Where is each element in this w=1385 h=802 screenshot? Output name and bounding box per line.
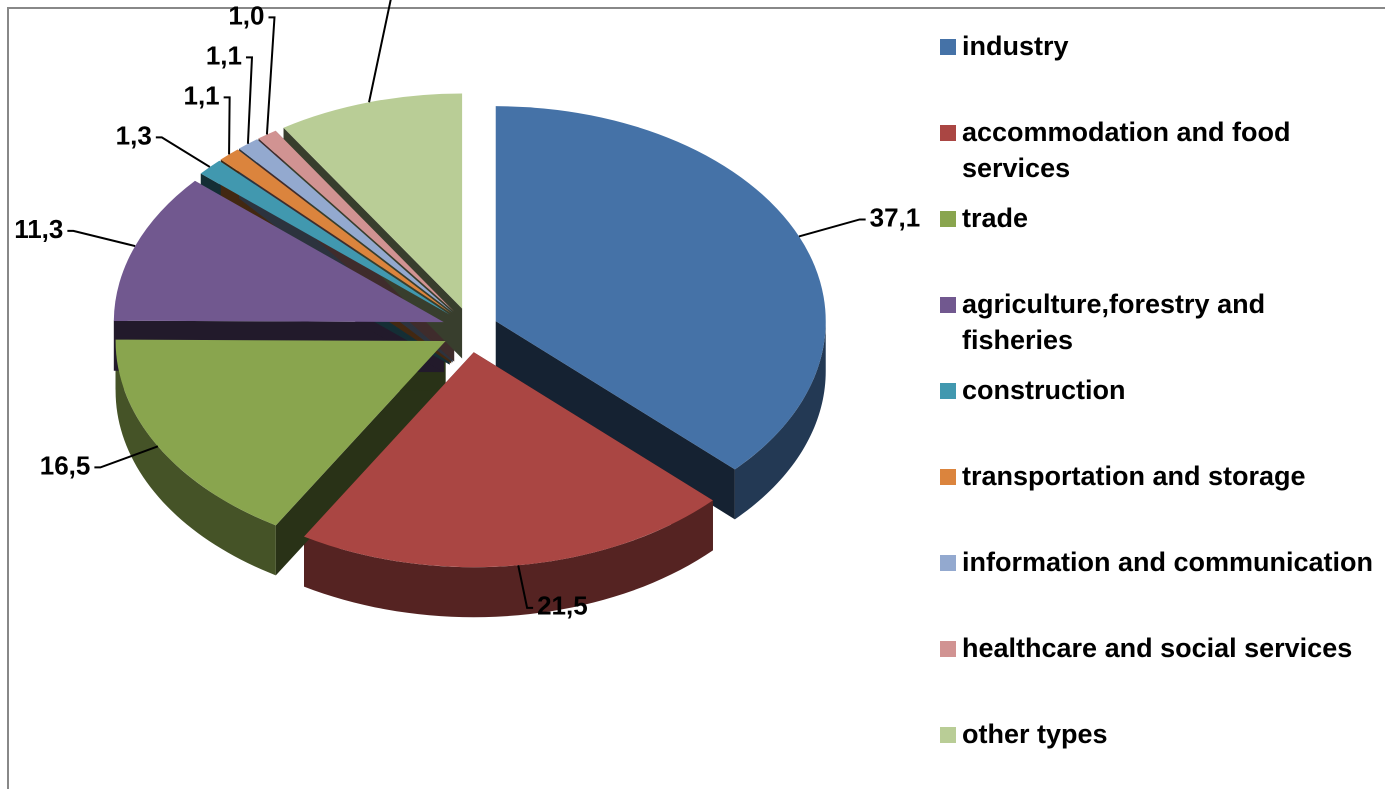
legend-label: agriculture,forestry and fisheries (962, 289, 1266, 355)
legend-item: industry (940, 28, 1380, 114)
legend-swatch (940, 39, 956, 55)
slice (283, 93, 463, 309)
legend-label: other types (962, 719, 1108, 749)
data-label: 1,1 (206, 40, 242, 70)
slice (304, 352, 713, 568)
slice-outer-side (734, 321, 826, 520)
legend-item: transportation and storage (940, 458, 1380, 544)
slice-outer-side (304, 500, 713, 618)
data-label: 1,1 (183, 80, 219, 110)
data-label: 16,5 (40, 450, 91, 480)
legend-item: healthcare and social services (940, 630, 1380, 716)
legend-swatch (940, 469, 956, 485)
slice (115, 339, 446, 526)
slice-wall (275, 340, 446, 576)
legend-swatch (940, 555, 956, 571)
slice (113, 180, 444, 323)
slice-wall (495, 321, 735, 520)
legend-swatch (940, 383, 956, 399)
legend-swatch (940, 211, 956, 227)
legend-label: industry (962, 31, 1069, 61)
legend-swatch (940, 641, 956, 657)
legend: industry accommodation and food services t… (940, 28, 1380, 802)
legend-label: information and communication (962, 547, 1374, 577)
leader-line (368, 0, 392, 103)
legend-swatch (940, 727, 956, 743)
leader-line (798, 218, 866, 238)
slice-tops (113, 93, 826, 568)
legend-label: transportation and storage (962, 461, 1306, 491)
data-label: 21,5 (537, 591, 588, 621)
legend-item: trade (940, 200, 1380, 286)
slice (239, 139, 453, 313)
legend-item: accommodation and food services (940, 114, 1380, 200)
legend-swatch (940, 125, 956, 141)
legend-item: information and communication (940, 544, 1380, 630)
legend-item: construction (940, 372, 1380, 458)
leader-line (94, 445, 159, 469)
legend-item: other types (940, 716, 1380, 802)
leader-line (155, 136, 211, 168)
frame (7, 7, 1385, 789)
legend-label: healthcare and social services (962, 633, 1353, 663)
slice (200, 160, 450, 315)
legend-label: construction (962, 375, 1126, 405)
data-labels: 37,121,516,511,31,31,11,11,09,1 (14, 0, 920, 621)
leader-line (223, 96, 231, 155)
data-label: 1,3 (116, 120, 152, 150)
legend-label: trade (962, 203, 1029, 233)
data-label: 37,1 (870, 202, 921, 232)
slice (258, 130, 455, 312)
legend-swatch (940, 297, 956, 313)
slice-outer-side (115, 340, 276, 576)
leader-line (67, 229, 136, 248)
slice-side (495, 321, 826, 520)
legend-item: agriculture,forestry and fisheries (940, 286, 1380, 372)
legend-label: accommodation and food services (962, 117, 1291, 183)
slice (220, 149, 452, 314)
leader-line (265, 16, 276, 135)
leader-line (245, 56, 254, 144)
leader-line (517, 565, 534, 609)
slice (495, 106, 826, 470)
data-label: 11,3 (14, 214, 63, 244)
data-label: 1,0 (228, 0, 264, 30)
